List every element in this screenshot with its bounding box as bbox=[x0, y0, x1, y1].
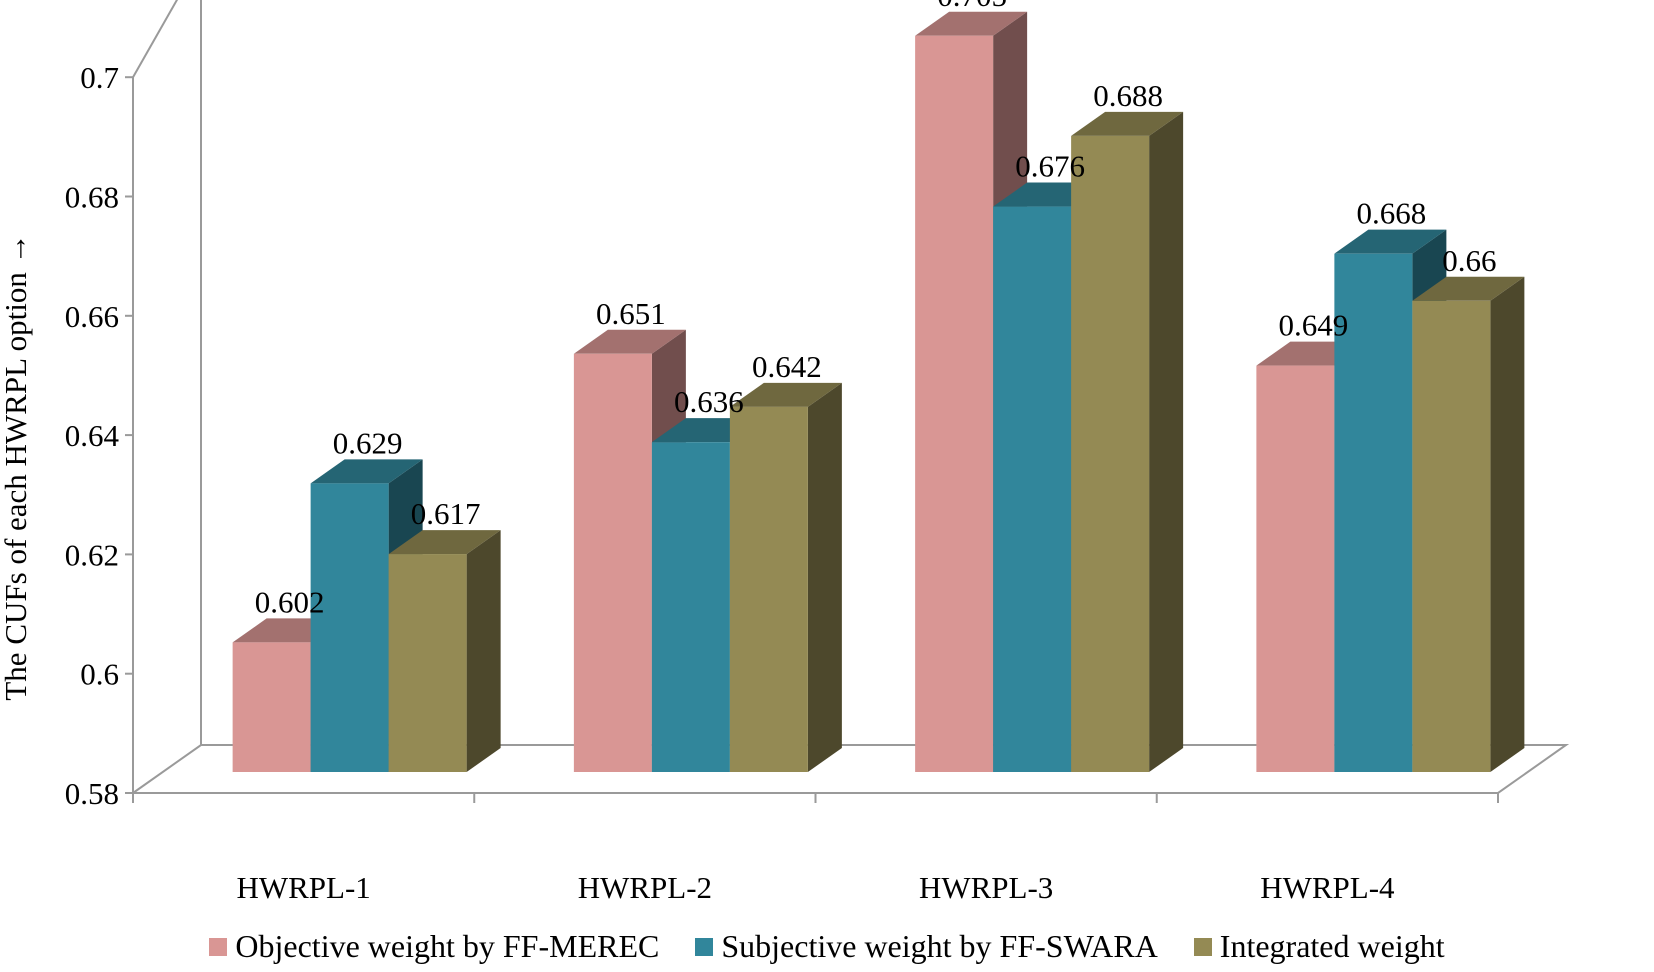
bar-side-integrated-weight bbox=[466, 530, 501, 772]
y-tick-label: 0.58 bbox=[65, 776, 119, 811]
data-label-objective-weight-by-ff-merec: 0.602 bbox=[255, 584, 325, 619]
y-tick-label: 0.62 bbox=[65, 537, 119, 572]
bar-integrated-weight bbox=[1071, 135, 1150, 772]
data-label-objective-weight-by-ff-merec: 0.649 bbox=[1279, 308, 1349, 343]
bar-objective-weight-by-ff-merec bbox=[232, 642, 311, 772]
bar-top-objective-weight-by-ff-merec bbox=[915, 11, 1028, 36]
bar-integrated-weight bbox=[1412, 300, 1491, 772]
data-label-objective-weight-by-ff-merec: 0.651 bbox=[596, 296, 666, 331]
y-tick-label: 0.7 bbox=[80, 60, 119, 95]
x-tick-label: HWRPL-1 bbox=[236, 870, 370, 905]
bar-integrated-weight bbox=[388, 554, 467, 772]
legend-swatch-subjective bbox=[695, 937, 714, 956]
bar-top-integrated-weight bbox=[388, 530, 501, 555]
x-tick-label: HWRPL-2 bbox=[578, 870, 712, 905]
y-tick-label: 0.64 bbox=[65, 418, 120, 453]
legend-label-subjective: Subjective weight by FF-SWARA bbox=[721, 928, 1158, 964]
y-axis-title: The CUFs of each HWRPL option → bbox=[0, 233, 33, 700]
data-label-integrated-weight: 0.688 bbox=[1093, 78, 1163, 113]
legend-swatch-objective bbox=[209, 937, 228, 956]
legend-swatch-integrated bbox=[1193, 937, 1212, 956]
y-tick-label: 0.68 bbox=[65, 180, 119, 215]
data-label-subjective-weight-by-ff-swara: 0.636 bbox=[674, 384, 744, 419]
legend-item-subjective: Subjective weight by FF-SWARA bbox=[695, 928, 1158, 965]
legend-label-integrated: Integrated weight bbox=[1219, 928, 1445, 964]
legend-item-integrated: Integrated weight bbox=[1193, 928, 1445, 965]
bar-subjective-weight-by-ff-swara bbox=[993, 206, 1072, 772]
data-label-subjective-weight-by-ff-swara: 0.629 bbox=[333, 425, 403, 460]
legend: Objective weight by FF-MEREC Subjective … bbox=[0, 928, 1654, 965]
x-tick-label: HWRPL-3 bbox=[919, 870, 1053, 905]
bar-side-integrated-weight bbox=[1149, 111, 1184, 772]
bar-integrated-weight bbox=[729, 406, 808, 772]
data-label-subjective-weight-by-ff-swara: 0.668 bbox=[1357, 196, 1427, 231]
data-label-subjective-weight-by-ff-swara: 0.676 bbox=[1015, 149, 1085, 184]
bar-subjective-weight-by-ff-swara bbox=[651, 442, 730, 772]
bar-objective-weight-by-ff-merec bbox=[573, 353, 652, 772]
floor-outline bbox=[129, 744, 1570, 794]
y-tick-label: 0.6 bbox=[80, 657, 119, 692]
legend-item-objective: Objective weight by FF-MEREC bbox=[209, 928, 659, 965]
bar-subjective-weight-by-ff-swara bbox=[310, 483, 389, 772]
bar-top-integrated-weight bbox=[1412, 276, 1525, 301]
y-axis-top-edge bbox=[132, 0, 179, 78]
x-tick-label: HWRPL-4 bbox=[1260, 870, 1395, 905]
legend-label-objective: Objective weight by FF-MEREC bbox=[235, 928, 660, 964]
bar-top-objective-weight-by-ff-merec bbox=[573, 329, 686, 354]
bar-top-subjective-weight-by-ff-swara bbox=[1334, 229, 1447, 254]
data-label-integrated-weight: 0.617 bbox=[411, 496, 481, 531]
bar-side-integrated-weight bbox=[807, 382, 842, 772]
bar-top-subjective-weight-by-ff-swara bbox=[310, 459, 423, 484]
bar-objective-weight-by-ff-merec bbox=[1256, 365, 1335, 772]
data-label-objective-weight-by-ff-merec: 0.705 bbox=[937, 0, 1007, 13]
bar-objective-weight-by-ff-merec bbox=[915, 35, 994, 772]
bar-top-integrated-weight bbox=[1071, 111, 1184, 136]
y-tick-label: 0.66 bbox=[65, 299, 119, 334]
bar-subjective-weight-by-ff-swara bbox=[1334, 253, 1413, 772]
data-label-integrated-weight: 0.66 bbox=[1442, 243, 1496, 278]
bar-side-integrated-weight bbox=[1490, 276, 1525, 772]
bar-top-integrated-weight bbox=[729, 382, 842, 407]
data-label-integrated-weight: 0.642 bbox=[752, 349, 822, 384]
